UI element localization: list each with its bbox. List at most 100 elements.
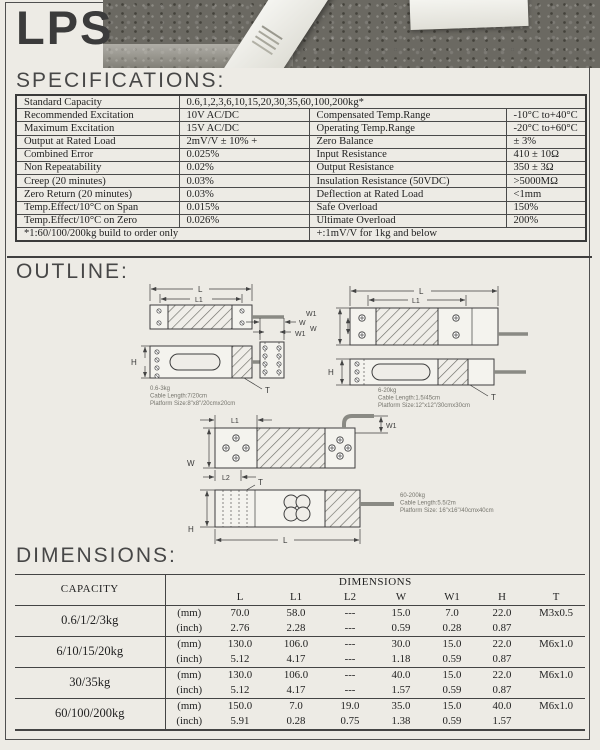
spec-value: >5000MΩ — [505, 174, 587, 189]
caption-cable: Cable Length:7/20cm — [150, 394, 207, 400]
spec-value: <1mm — [505, 187, 587, 202]
capacity-header: CAPACITY — [15, 574, 166, 606]
dim-value: 0.59 — [391, 621, 411, 634]
top-view — [149, 304, 284, 330]
dim-H: H — [188, 489, 215, 534]
spec-value: 200% — [505, 213, 587, 228]
spec-row: Temp.Effect/10°C on Zero 0.026% Ultimate… — [15, 213, 587, 228]
spec-value: 15V AC/DC — [178, 121, 310, 136]
dim-label-W1: W1 — [386, 423, 397, 430]
dim-label-L1: L1 — [412, 298, 420, 305]
dim-value: --- — [344, 683, 356, 696]
dim-value: 2.76 — [230, 621, 250, 634]
unit-cell: (inch) — [176, 621, 203, 634]
col-header-W1: W1 — [427, 590, 477, 606]
capacity-cell: 6/10/15/20kg — [15, 636, 166, 668]
dim-value: 22.0 — [492, 606, 512, 619]
dim-W: W — [187, 427, 215, 469]
outline-drawing-0-6-3kg: L L1 — [131, 284, 306, 407]
spec-label: Creep (20 minutes) — [15, 174, 180, 189]
dim-value: 0.75 — [340, 714, 360, 727]
dim-T: T — [243, 377, 270, 395]
spec-value: 150% — [505, 200, 587, 215]
dims-row-inch: (inch) 2.76 2.28 --- 0.59 0.28 0.87 — [15, 621, 585, 637]
caption-platform: Platform Size:12"x12"/30cmx30cm — [378, 403, 470, 409]
spec-value: -20°C to+60°C — [505, 121, 587, 136]
caption-range: 6-20kg — [378, 388, 396, 394]
dim-value: --- — [344, 606, 356, 619]
dim-value: 150.0 — [213, 698, 267, 714]
dim-label-W: W — [310, 326, 317, 333]
dim-label-L2: L2 — [222, 475, 230, 482]
dim-L1: L1 — [200, 415, 272, 428]
dim-value: 22.0 — [477, 667, 527, 683]
side-view — [349, 358, 526, 386]
spec-label: Deflection at Rated Load — [308, 187, 507, 202]
dim-label-L: L — [198, 285, 203, 294]
thread-value — [527, 714, 585, 730]
thread-value — [527, 621, 585, 637]
spec-label: Compensated Temp.Range — [308, 108, 507, 123]
thread-value: M3x0.5 — [539, 606, 573, 619]
col-header-L1: L1 — [267, 590, 325, 606]
spec-value: 410 ± 10Ω — [505, 147, 587, 162]
unit-cell: (mm) — [165, 667, 213, 683]
dim-value: 1.57 — [391, 683, 411, 696]
spec-footnote: +:1mV/V for 1kg and below — [308, 226, 587, 242]
col-header-T: T — [527, 590, 586, 606]
spec-value: 10V AC/DC — [178, 108, 310, 123]
top-view — [214, 414, 374, 469]
caption-cable: Cable Length:1.5/45cm — [378, 396, 440, 402]
dims-row-mm: 60/100/200kg (mm) 150.0 7.0 19.0 35.0 15… — [15, 698, 586, 730]
dims-header-row: CAPACITY DIMENSIONS — [15, 574, 585, 606]
dim-W-W1: W W1 — [246, 318, 306, 340]
col-header-L2: L2 — [325, 590, 375, 606]
spec-row: Standard Capacity 0.6,1,2,3,6,10,15,20,3… — [15, 94, 587, 110]
thread-value: M6x1.0 — [527, 698, 586, 714]
outline-drawing-60-200kg: L1 W1 W — [187, 414, 494, 545]
spec-value: 350 ± 3Ω — [505, 160, 587, 176]
spec-value: 0.015% — [178, 200, 310, 215]
spec-label: Temp.Effect/10°C on Zero — [15, 213, 180, 228]
col-header-L: L — [213, 590, 267, 606]
spec-row: Recommended Excitation 10V AC/DC Compens… — [15, 108, 587, 123]
dim-value: 0.28 — [442, 621, 462, 634]
label-marks — [261, 25, 283, 41]
col-header-W: W — [375, 590, 427, 606]
dims-row-inch: (inch) 5.91 0.28 0.75 1.38 0.59 1.57 — [15, 714, 585, 730]
spec-label: Temp.Effect/10°C on Span — [15, 200, 180, 215]
dim-value: 0.59 — [442, 683, 462, 696]
spec-value: 0.025% — [178, 147, 310, 162]
unit-cell: (inch) — [176, 652, 203, 665]
unit-cell: (mm) — [165, 698, 213, 714]
spec-label: Non Repeatability — [15, 160, 180, 176]
dim-value: 1.57 — [492, 714, 512, 727]
caption-platform: Platform Size: 16"x16"/40cmx40cm — [400, 508, 494, 514]
dim-label-W: W — [299, 320, 306, 327]
dim-label-L1: L1 — [231, 418, 239, 425]
dim-L2: L2 — [203, 470, 256, 482]
dim-value: 40.0 — [375, 667, 427, 683]
spec-row: Output at Rated Load 2mV/V ± 10% + Zero … — [15, 134, 587, 149]
spec-label: Recommended Excitation — [15, 108, 180, 123]
dim-value: 35.0 — [375, 698, 427, 714]
dim-label-L: L — [283, 536, 288, 545]
spec-value: 0.03% — [178, 174, 310, 189]
unit-cell: (mm) — [165, 636, 213, 652]
dim-label-L1: L1 — [195, 297, 203, 304]
unit-header — [165, 590, 213, 606]
outline-drawings: L L1 — [131, 284, 528, 545]
end-view — [259, 341, 285, 379]
dim-value: 30.0 — [375, 636, 427, 652]
caption-range: 0.6-3kg — [150, 386, 170, 392]
dim-value: 5.12 — [230, 652, 250, 665]
dim-H: H — [131, 345, 150, 379]
dims-row-inch: (inch) 5.12 4.17 --- 1.18 0.59 0.87 — [15, 652, 585, 668]
dims-row-mm: 30/35kg (mm) 130.0 106.0 --- 40.0 15.0 2… — [15, 667, 586, 699]
dims-subheader-row: L L1 L2 W W1 H T — [15, 590, 586, 606]
spec-label: Safe Overload — [308, 200, 507, 215]
dim-value: 4.17 — [286, 683, 306, 696]
thread-value: M6x1.0 — [527, 667, 586, 683]
spec-value: 0.02% — [178, 160, 310, 176]
spec-label: Ultimate Overload — [308, 213, 507, 228]
